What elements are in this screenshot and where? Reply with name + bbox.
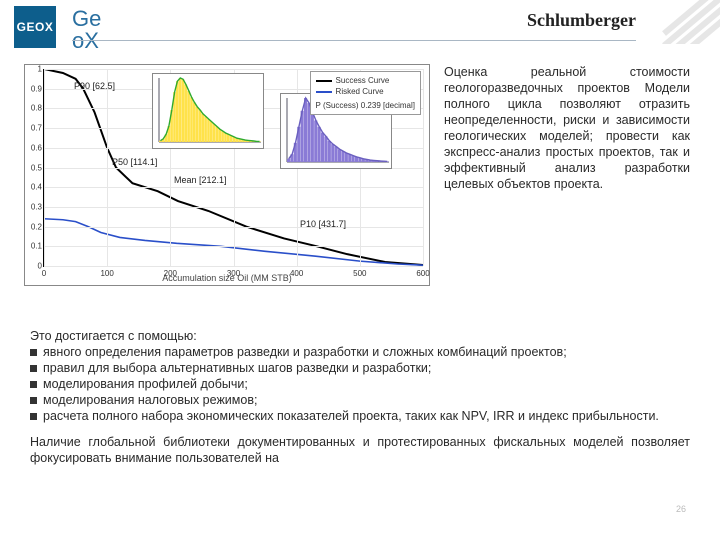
page-title: GeoX xyxy=(72,8,112,52)
x-tick: 100 xyxy=(100,269,113,278)
bullet-icon xyxy=(30,413,37,420)
inset-left-histogram xyxy=(152,73,264,149)
y-tick: 0.7 xyxy=(28,124,42,133)
y-tick: 0.9 xyxy=(28,84,42,93)
y-tick: 0.5 xyxy=(28,163,42,172)
legend-p-success: P (Success) 0.239 [decimal] xyxy=(316,100,415,111)
chart-legend: Success Curve Risked Curve P (Success) 0… xyxy=(310,71,421,115)
header: GEOX GeoX Schlumberger xyxy=(0,0,720,60)
geox-logo-icon: GEOX xyxy=(14,6,56,48)
callout-p90: P90 [62.5] xyxy=(74,81,115,91)
legend-label: Success Curve xyxy=(336,75,390,86)
bullet-icon xyxy=(30,365,37,372)
bullet-text: правил для выбора альтернативных шагов р… xyxy=(43,360,431,376)
x-tick: 500 xyxy=(353,269,366,278)
schlumberger-logo: Schlumberger xyxy=(527,10,636,31)
y-tick: 0.6 xyxy=(28,143,42,152)
bullet-text: расчета полного набора экономических пок… xyxy=(43,408,659,424)
y-tick: 0.1 xyxy=(28,242,42,251)
bullet-item: моделирования профилей добычи; xyxy=(30,376,690,392)
y-tick: 0.4 xyxy=(28,183,42,192)
callout-p50: P50 [114.1] xyxy=(112,157,157,167)
x-tick: 600 xyxy=(416,269,429,278)
bullet-text: явного определения параметров разведки и… xyxy=(43,344,567,360)
y-tick: 0 xyxy=(28,262,42,271)
callout-mean: Mean [212.1] xyxy=(174,175,227,185)
y-tick: 0.8 xyxy=(28,104,42,113)
bullet-item: правил для выбора альтернативных шагов р… xyxy=(30,360,690,376)
y-tick: 0.2 xyxy=(28,222,42,231)
description-right: Оценка реальной стоимости геологоразведо… xyxy=(444,64,690,192)
bullet-text: моделирования налоговых режимов; xyxy=(43,392,257,408)
outro-line: Наличие глобальной библиотеки документир… xyxy=(30,434,690,466)
x-tick: 0 xyxy=(42,269,46,278)
x-axis-label: Accumulation size Oil (MM STB) xyxy=(162,273,292,283)
x-tick: 400 xyxy=(290,269,303,278)
header-decor-icon xyxy=(640,0,720,44)
y-tick: 0.3 xyxy=(28,202,42,211)
page-number: 26 xyxy=(676,504,686,514)
callout-p10: P10 [431.7] xyxy=(300,219,346,229)
bullet-text: моделирования профилей добычи; xyxy=(43,376,248,392)
legend-item: Risked Curve xyxy=(316,86,415,97)
bullet-item: явного определения параметров разведки и… xyxy=(30,344,690,360)
legend-item: Success Curve xyxy=(316,75,415,86)
y-tick: 1 xyxy=(28,65,42,74)
legend-label: Risked Curve xyxy=(336,86,384,97)
bullet-icon xyxy=(30,397,37,404)
intro-line: Это достигается с помощью: xyxy=(30,328,690,344)
bullet-item: расчета полного набора экономических пок… xyxy=(30,408,690,424)
description-below: Это достигается с помощью: явного опреде… xyxy=(30,328,690,466)
bullet-item: моделирования налоговых режимов; xyxy=(30,392,690,408)
exceedance-chart: 00.10.20.30.40.50.60.70.80.91 0100200300… xyxy=(24,64,430,286)
header-rule xyxy=(72,40,636,41)
bullet-icon xyxy=(30,349,37,356)
bullet-icon xyxy=(30,381,37,388)
